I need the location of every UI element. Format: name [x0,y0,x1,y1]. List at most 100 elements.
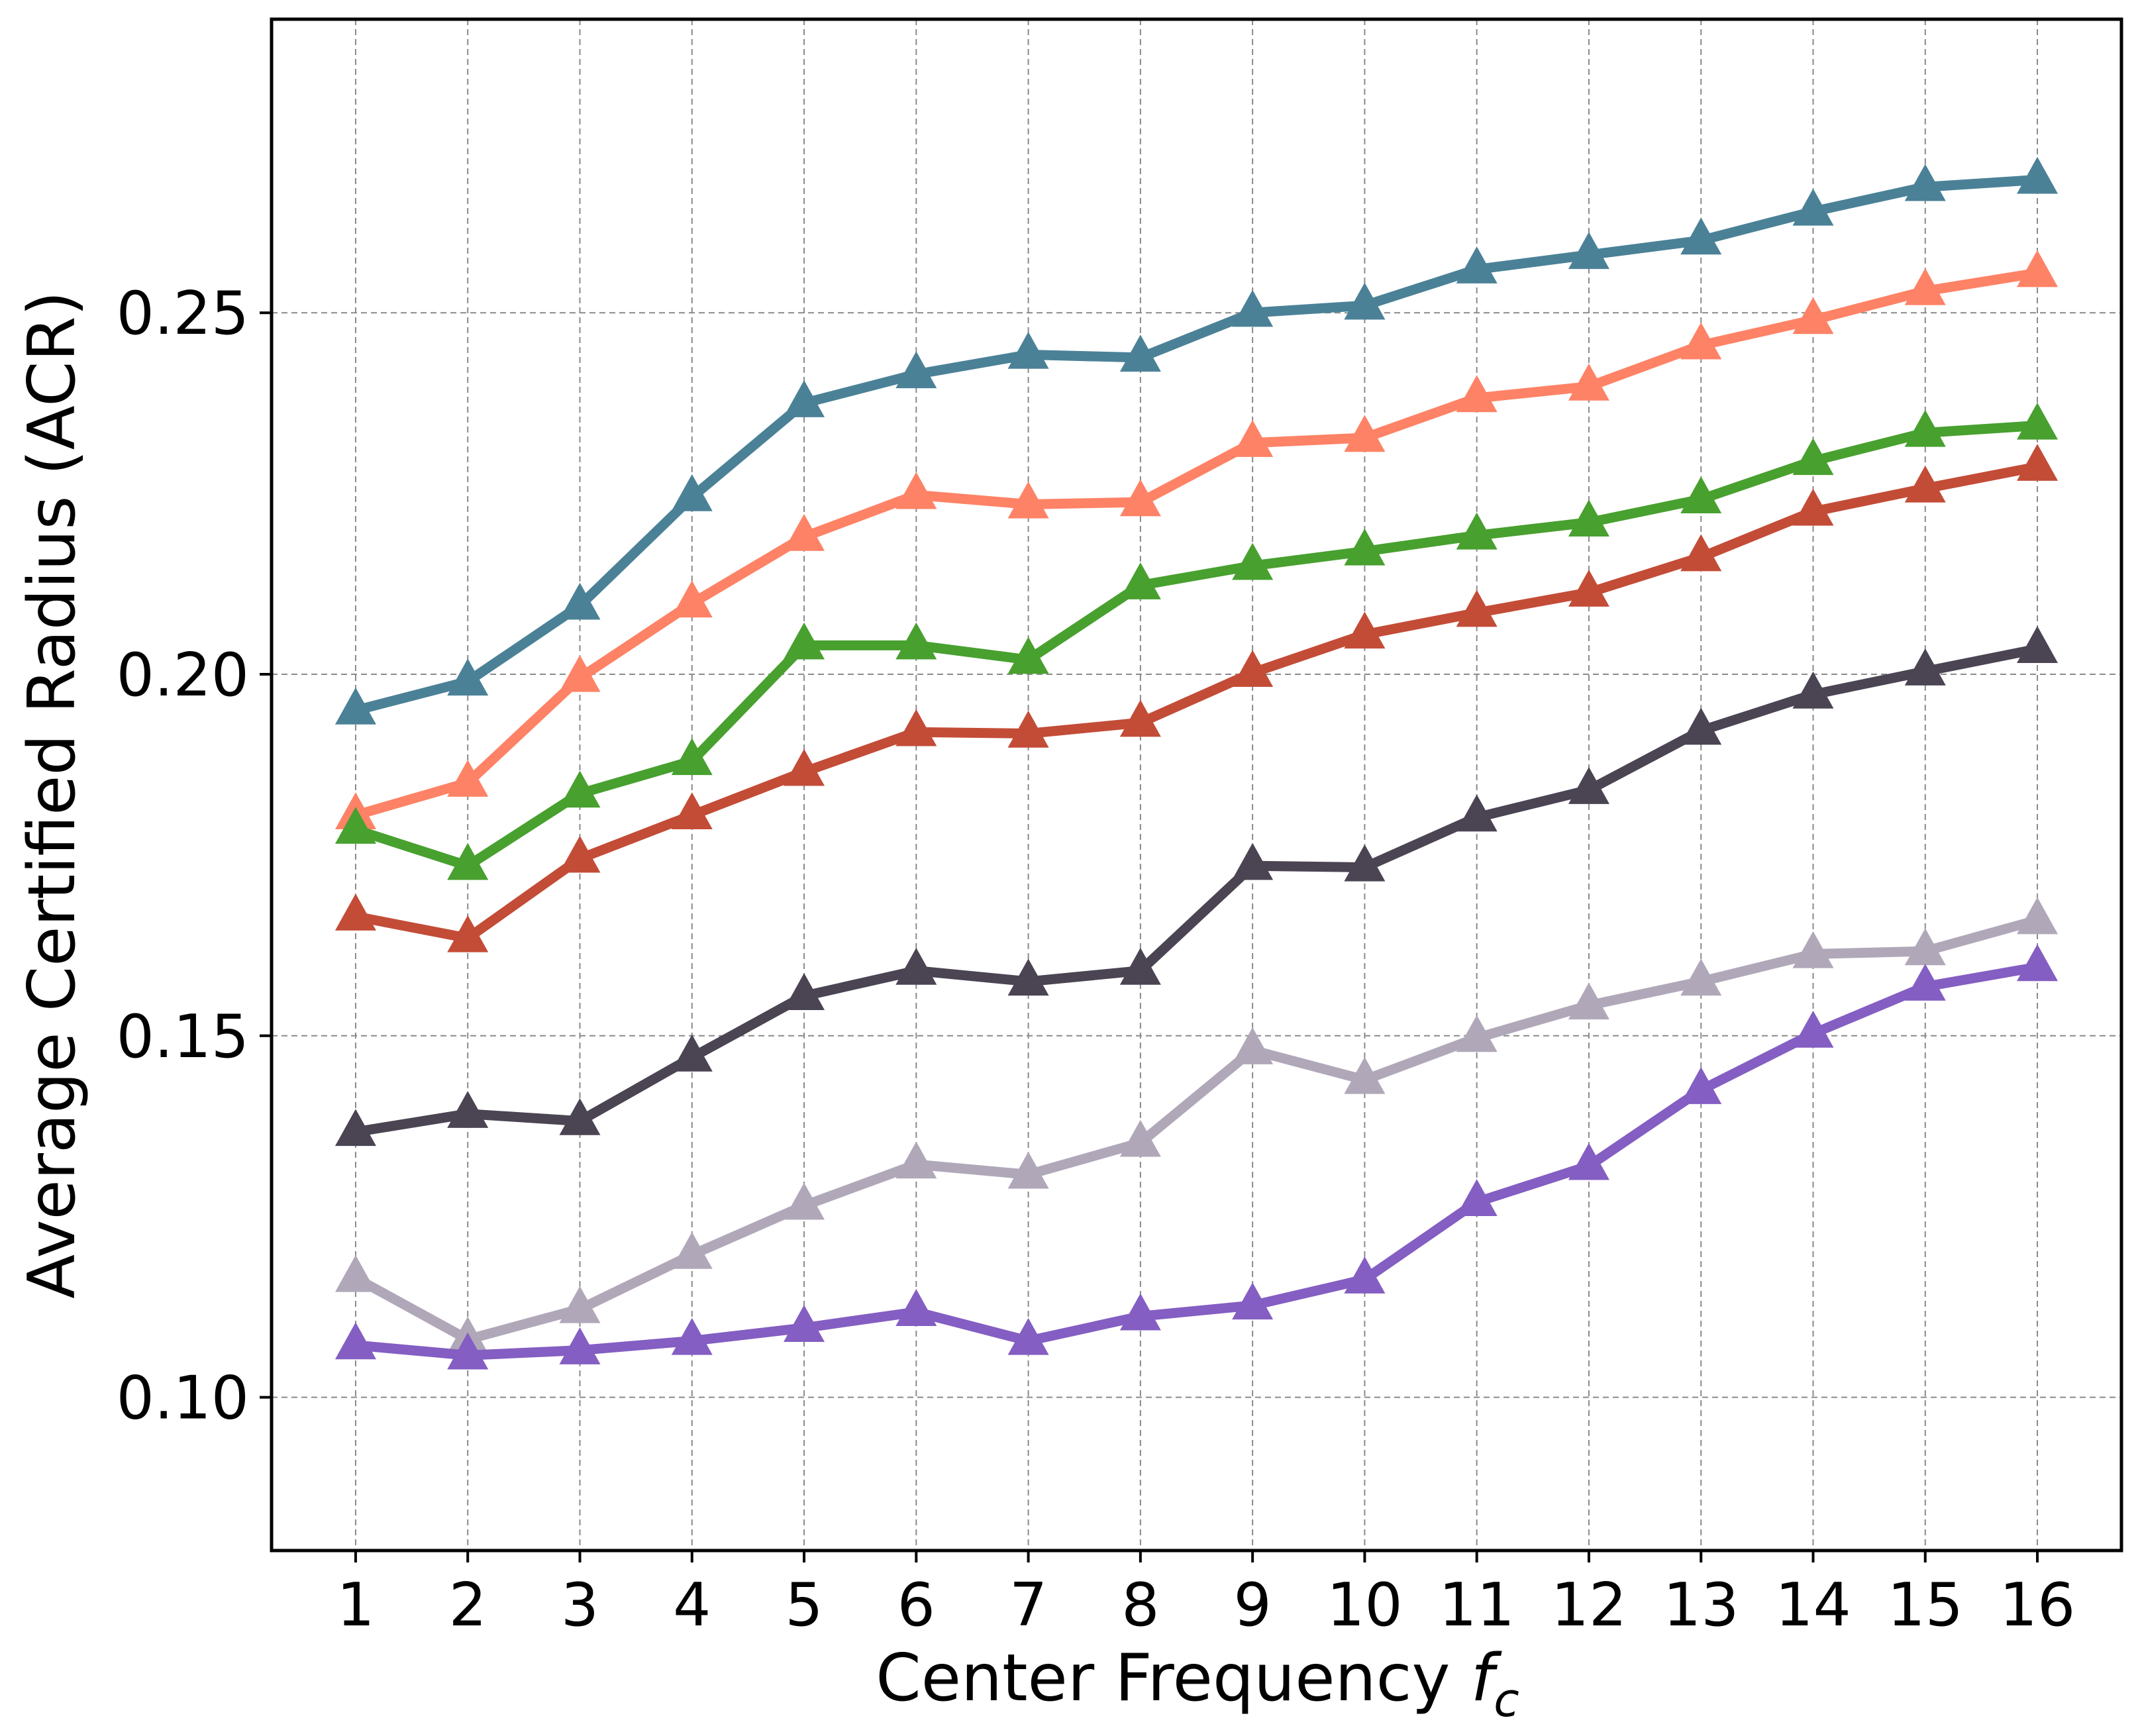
data-point-marker [1680,476,1722,514]
data-point-marker [1568,232,1609,270]
data-point-marker [334,894,376,931]
data-point-marker [2017,250,2059,287]
data-point-marker [334,1254,376,1292]
plot-frame [270,17,2123,1553]
data-point-marker [1456,246,1498,283]
data-point-marker [559,1286,601,1323]
data-point-marker [1119,562,1161,599]
data-point-marker [671,1034,713,1072]
data-point-marker [1232,650,1274,688]
data-point-marker [559,770,601,808]
series-line [350,268,2043,821]
series-line [350,174,2043,716]
data-point-marker [1007,710,1049,748]
x-tick-label: 1 [336,1570,374,1640]
data-point-marker [1568,570,1609,607]
data-point-marker [1904,268,1946,305]
data-point-marker [1904,409,1946,447]
x-tick-label: 2 [449,1570,487,1640]
data-point-marker [447,1332,489,1370]
data-point-marker [671,580,713,618]
data-point-marker [1007,637,1049,674]
data-point-marker [1792,671,1834,709]
data-point-marker [784,1305,825,1342]
data-point-marker [1119,1119,1161,1157]
data-point-marker [1344,1256,1386,1294]
data-point-marker [1344,528,1386,566]
x-tick-label: 5 [785,1570,823,1640]
data-point-marker [2017,402,2059,440]
data-point-marker [895,351,937,389]
data-point-marker [1232,542,1274,580]
data-point-marker [671,474,713,511]
x-axis-title-subscript: c [1494,1673,1519,1727]
data-point-marker [1904,648,1946,686]
data-point-marker [1904,164,1946,201]
data-point-marker [671,1231,713,1269]
data-point-marker [1007,1317,1049,1355]
x-axis-title-text: Center Frequency [876,1641,1470,1716]
data-point-marker [1119,947,1161,985]
series-6 [334,897,2059,1354]
data-point-marker [895,1141,937,1179]
y-tick-label: 0.15 [117,1002,249,1072]
data-point-marker [1456,589,1498,627]
series-line [350,962,2043,1360]
data-point-marker [1792,931,1834,968]
data-point-marker [1456,1015,1498,1052]
data-point-marker [784,513,825,551]
data-point-marker [1232,289,1274,327]
data-point-marker [1456,794,1498,832]
data-point-marker [1456,1179,1498,1217]
data-point-marker [895,947,937,985]
data-point-marker [1680,217,1722,255]
x-tick-label: 3 [561,1570,599,1640]
data-point-marker [334,807,376,844]
data-point-marker [895,709,937,746]
data-point-marker [447,658,489,696]
data-point-marker [1792,488,1834,526]
data-point-marker [2017,444,2059,481]
x-tick-label: 12 [1551,1570,1627,1640]
y-tick-label: 0.20 [117,640,249,710]
data-point-marker [559,582,601,620]
data-point-marker [1680,958,1722,996]
y-axis-title: Average Certified Radius (ACR) [15,291,90,1299]
series-3 [334,402,2059,880]
series-layer [334,156,2059,1370]
data-point-marker [559,654,601,692]
series-line [350,462,2043,943]
series-2 [334,250,2059,830]
series-7 [334,944,2059,1370]
series-line [350,915,2043,1345]
series-1 [334,156,2059,725]
data-point-marker [895,472,937,509]
x-tick-label: 6 [897,1570,935,1640]
x-tick-label: 11 [1439,1570,1515,1640]
data-point-marker [784,622,825,660]
data-point-marker [671,738,713,776]
data-point-marker [1119,1293,1161,1331]
data-point-marker [1680,534,1722,572]
data-point-marker [1904,928,1946,966]
data-point-marker [334,687,376,725]
data-point-marker [559,1098,601,1135]
data-point-marker [1007,481,1049,519]
data-point-marker [1792,1010,1834,1048]
x-tick-label: 16 [2000,1570,2076,1640]
x-tick-label: 10 [1327,1570,1403,1640]
data-point-marker [1792,297,1834,334]
data-point-marker [1792,188,1834,226]
data-point-marker [1344,415,1386,452]
series-5 [334,626,2059,1147]
data-point-marker [671,792,713,830]
data-point-marker [1007,331,1049,369]
x-tick-label: 15 [1888,1570,1964,1640]
x-axis-title: Center Frequency fc [876,1641,1519,1727]
data-point-marker [1904,963,1946,1001]
data-point-marker [1344,1056,1386,1094]
series-4 [334,444,2059,952]
data-point-marker [1568,1143,1609,1180]
data-point-marker [1119,699,1161,737]
